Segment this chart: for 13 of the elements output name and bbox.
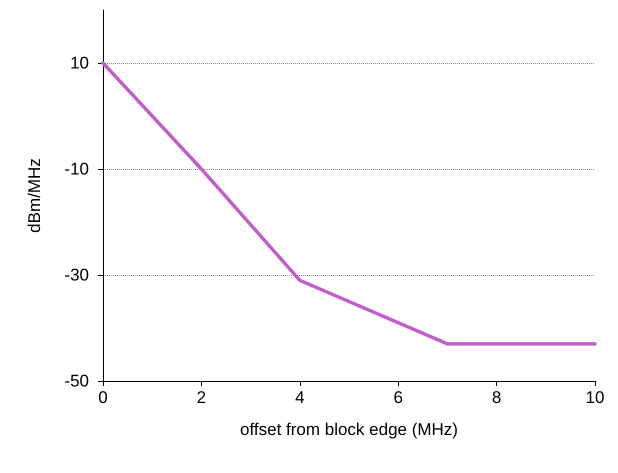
x-tick-label: 0 bbox=[98, 388, 108, 407]
x-tick-label: 10 bbox=[586, 388, 604, 407]
y-tick-label: -30 bbox=[64, 266, 89, 284]
y-tick-label: -50 bbox=[64, 372, 89, 390]
y-tick-label: -10 bbox=[64, 160, 89, 178]
x-axis-title: offset from block edge (MHz) bbox=[240, 420, 458, 439]
y-axis-title: dBm/MHz bbox=[25, 158, 44, 233]
x-tick-label: 8 bbox=[492, 388, 502, 407]
y-tick-label: 10 bbox=[70, 54, 89, 72]
x-tick-label: 6 bbox=[393, 388, 403, 407]
line-series bbox=[101, 61, 597, 346]
x-tick-label: 4 bbox=[295, 388, 305, 407]
x-tick-label: 2 bbox=[196, 388, 206, 407]
